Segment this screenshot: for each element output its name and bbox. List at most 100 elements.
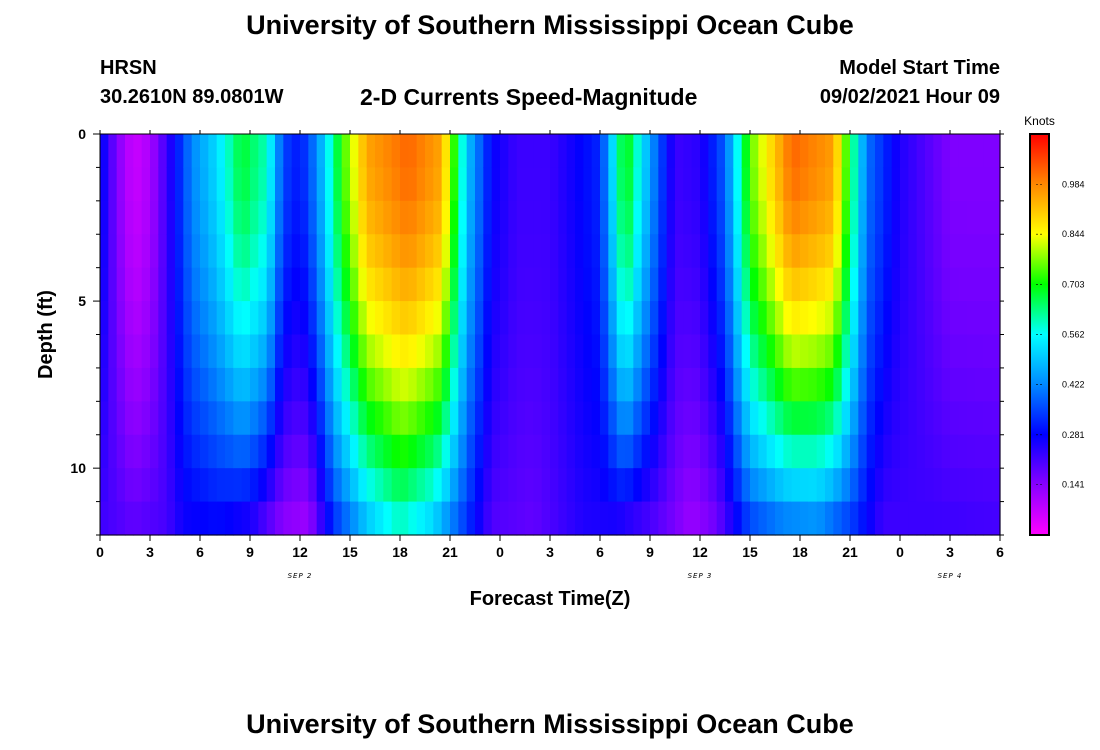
- heatmap-cell: [608, 334, 618, 369]
- heatmap-cell: [766, 501, 776, 536]
- heatmap-cell: [583, 401, 593, 436]
- heatmap-cell: [666, 167, 676, 202]
- heatmap-cell: [591, 267, 601, 302]
- heatmap-cell: [891, 267, 901, 302]
- heatmap-cell: [350, 301, 359, 336]
- heatmap-cell: [441, 267, 451, 302]
- heatmap-cell: [666, 200, 676, 235]
- heatmap-cell: [341, 367, 351, 402]
- heatmap-cell: [708, 301, 718, 336]
- heatmap-cell: [250, 167, 259, 202]
- heatmap-cell: [725, 468, 734, 503]
- heatmap-cell: [850, 234, 859, 269]
- heatmap-cell: [633, 301, 643, 336]
- heatmap-cell: [125, 200, 134, 235]
- heatmap-cell: [475, 167, 484, 202]
- heatmap-cell: [925, 434, 934, 469]
- heatmap-cell: [158, 334, 168, 369]
- x-tick-label: 6: [596, 544, 604, 560]
- heatmap-cell: [858, 134, 868, 169]
- heatmap-cell: [408, 267, 418, 302]
- heatmap-cell: [258, 234, 268, 269]
- heatmap-cell: [441, 134, 451, 169]
- heatmap-cell: [175, 167, 184, 202]
- heatmap-cell: [700, 301, 709, 336]
- heatmap-cell: [925, 200, 934, 235]
- heatmap-cell: [983, 434, 993, 469]
- day-label: SEP 2: [288, 572, 313, 580]
- heatmap-cell: [341, 167, 351, 202]
- heatmap-cell: [516, 301, 526, 336]
- heatmap-cell: [591, 434, 601, 469]
- heatmap-cell: [750, 434, 759, 469]
- heatmap-cell: [991, 167, 1001, 202]
- heatmap-cell: [300, 334, 309, 369]
- heatmap-cell: [591, 167, 601, 202]
- heatmap-cell: [625, 267, 634, 302]
- heatmap-cell: [525, 167, 534, 202]
- heatmap-cell: [350, 167, 359, 202]
- heatmap-cell: [833, 468, 843, 503]
- colorbar-tick-label: 0.984: [1062, 179, 1085, 189]
- heatmap-cell: [616, 367, 626, 402]
- heatmap-cell: [225, 334, 234, 369]
- heatmap-cell: [483, 200, 493, 235]
- heatmap-cell: [866, 134, 876, 169]
- heatmap-cell: [391, 468, 401, 503]
- heatmap-cell: [675, 367, 684, 402]
- heatmap-cell: [891, 468, 901, 503]
- heatmap-cell: [416, 434, 426, 469]
- heatmap-cell: [741, 434, 751, 469]
- heatmap-cell: [300, 301, 309, 336]
- heatmap-cell: [166, 301, 176, 336]
- heatmap-cell: [708, 267, 718, 302]
- heatmap-cell: [358, 468, 368, 503]
- heatmap-cell: [316, 167, 326, 202]
- heatmap-cell: [933, 167, 943, 202]
- heatmap-cell: [275, 301, 284, 336]
- heatmap-cell: [741, 167, 751, 202]
- heatmap-cell: [825, 434, 834, 469]
- heatmap-cell: [741, 267, 751, 302]
- heatmap-cell: [208, 468, 218, 503]
- heatmap-cell: [691, 367, 701, 402]
- heatmap-cell: [675, 501, 684, 536]
- heatmap-cell: [291, 267, 301, 302]
- heatmap-cell: [708, 501, 718, 536]
- heatmap-cell: [975, 200, 984, 235]
- heatmap-cell: [700, 134, 709, 169]
- heatmap-cell: [225, 134, 234, 169]
- heatmap-cell: [183, 200, 193, 235]
- heatmap-cell: [825, 167, 834, 202]
- heatmap-cell: [491, 267, 501, 302]
- heatmap-cell: [750, 501, 759, 536]
- heatmap-cell: [216, 234, 226, 269]
- heatmap-cell: [625, 134, 634, 169]
- heatmap-cell: [958, 234, 968, 269]
- heatmap-cell: [791, 501, 801, 536]
- heatmap-cell: [116, 434, 126, 469]
- heatmap-cell: [691, 434, 701, 469]
- heatmap-cell: [816, 200, 826, 235]
- heatmap-cell: [591, 200, 601, 235]
- heatmap-cell: [916, 301, 926, 336]
- colorbar-tick-label: 0.422: [1062, 380, 1085, 390]
- heatmap-cell: [991, 267, 1001, 302]
- heatmap-cell: [583, 367, 593, 402]
- heatmap-cell: [308, 267, 318, 302]
- heatmap-cell: [983, 301, 993, 336]
- heatmap-cell: [916, 401, 926, 436]
- heatmap-cell: [800, 134, 809, 169]
- heatmap-cell: [891, 434, 901, 469]
- x-tick-label: 0: [96, 544, 104, 560]
- heatmap-cell: [291, 367, 301, 402]
- x-tick-label: 18: [792, 544, 808, 560]
- heatmap-cell: [400, 468, 409, 503]
- heatmap-cell: [375, 200, 384, 235]
- heatmap-cell: [316, 234, 326, 269]
- heatmap-cell: [300, 501, 309, 536]
- heatmap-cell: [441, 401, 451, 436]
- heatmap-cell: [216, 367, 226, 402]
- heatmap-cell: [300, 401, 309, 436]
- heatmap-cell: [466, 301, 476, 336]
